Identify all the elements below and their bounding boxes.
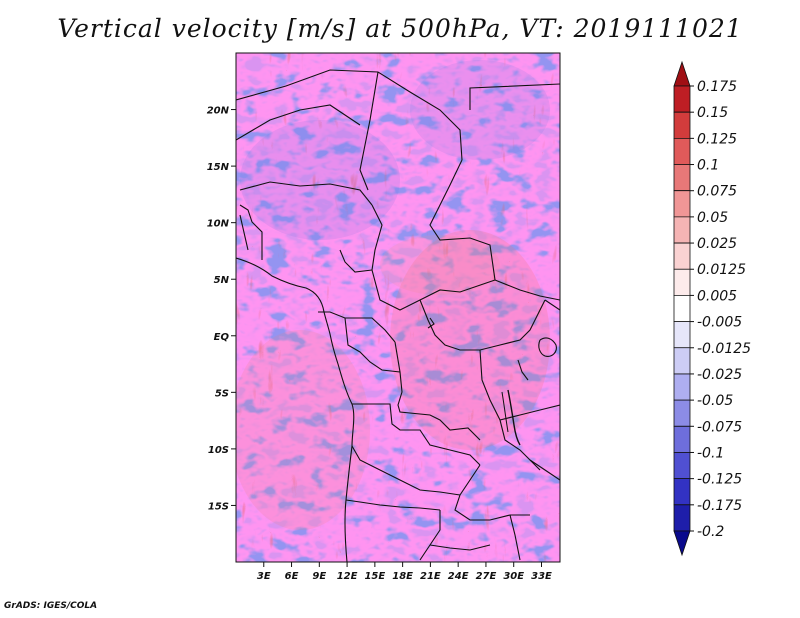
colorbar: 0.175 0.15 0.125 0.1 0.075 0.05 0.025 0.0125 0.0…	[673, 60, 751, 557]
longitude-axis: 3E 6E 9E 12E 15E 18E 21E 24E 27E 30E 33E	[257, 562, 552, 582]
colorbar-bin	[673, 321, 691, 349]
x-tick-label: 3E	[257, 571, 271, 582]
colorbar-label: -0.075	[697, 419, 742, 435]
y-tick-label: 20N	[207, 106, 230, 117]
colorbar-label: -0.2	[697, 524, 724, 540]
x-tick-label: 6E	[285, 571, 299, 582]
x-tick-label: 30E	[503, 571, 524, 582]
colorbar-bin	[673, 399, 691, 427]
colorbar-label: 0.0125	[697, 262, 746, 278]
colorbar-bin	[673, 373, 691, 401]
colorbar-label: 0.05	[697, 210, 728, 226]
chart-title: Vertical velocity [m/s] at 500hPa, VT: 2…	[57, 14, 743, 43]
y-tick-label: 10N	[207, 219, 230, 230]
y-tick-label: 15S	[208, 501, 229, 512]
colorbar-bin	[673, 530, 691, 557]
x-tick-label: 12E	[337, 571, 358, 582]
colorbar-bin	[673, 190, 691, 218]
x-tick-label: 9E	[312, 571, 326, 582]
y-tick-label: 5N	[214, 275, 230, 286]
colorbar-label: -0.1	[697, 445, 724, 461]
colorbar-label: 0.175	[697, 79, 737, 95]
colorbar-bin	[673, 60, 691, 87]
colorbar-bin	[673, 137, 691, 165]
colorbar-bin	[673, 242, 691, 270]
colorbar-label: 0.15	[697, 105, 728, 121]
colorbar-bin	[673, 478, 691, 506]
colorbar-label: -0.175	[697, 498, 742, 514]
colorbar-label: 0.075	[697, 184, 737, 200]
colorbar-bin	[673, 347, 691, 375]
colorbar-bin	[673, 452, 691, 480]
colorbar-bin	[673, 216, 691, 244]
colorbar-label: -0.005	[697, 315, 742, 331]
country-borders	[236, 69, 560, 562]
colorbar-bin	[673, 111, 691, 139]
y-tick-label: 5S	[215, 388, 229, 399]
colorbar-bin	[673, 164, 691, 192]
colorbar-bin	[673, 425, 691, 453]
colorbar-bin	[673, 504, 691, 532]
colorbar-label: -0.0125	[697, 341, 751, 357]
y-tick-label: 15N	[207, 162, 230, 173]
colorbar-bin	[673, 85, 691, 113]
colorbar-label: -0.05	[697, 393, 733, 409]
colorbar-label: -0.025	[697, 367, 742, 383]
colorbar-label: 0.125	[697, 131, 737, 147]
colorbar-bin	[673, 268, 691, 296]
grads-credit: GrADS: IGES/COLA	[4, 601, 98, 611]
shaded-field	[236, 53, 560, 562]
x-tick-label: 33E	[531, 571, 552, 582]
x-tick-label: 24E	[448, 571, 469, 582]
y-tick-label: 10S	[208, 445, 229, 456]
x-tick-label: 27E	[476, 571, 497, 582]
plot-frame	[235, 52, 561, 563]
x-tick-label: 18E	[392, 571, 413, 582]
colorbar-label: 0.005	[697, 288, 737, 304]
x-tick-label: 15E	[364, 571, 385, 582]
colorbar-label: 0.1	[697, 158, 719, 174]
colorbar-bin	[673, 295, 691, 322]
latitude-axis: 20N 15N 10N 5N EQ 5S 10S 15S	[207, 106, 236, 512]
x-tick-label: 21E	[420, 571, 441, 582]
colorbar-label: 0.025	[697, 236, 737, 252]
y-tick-label: EQ	[214, 332, 230, 343]
colorbar-label: -0.125	[697, 472, 742, 488]
